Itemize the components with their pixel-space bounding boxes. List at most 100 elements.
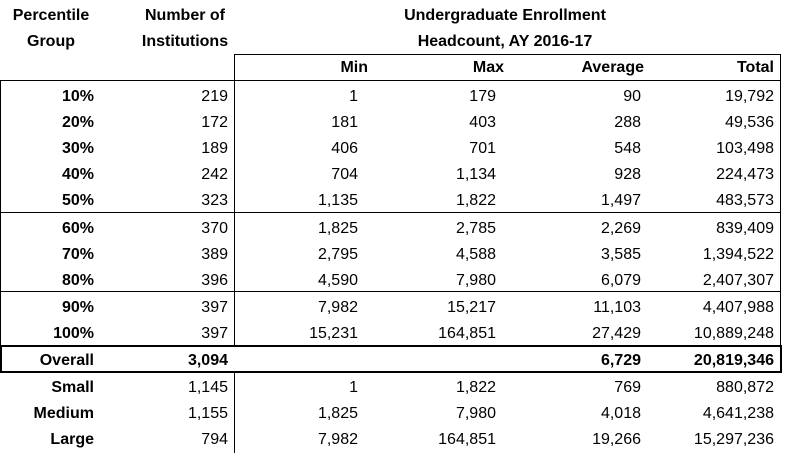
group-divider-50 (0, 212, 781, 213)
cell-average: 6,729 (600, 352, 641, 369)
group-divider-80 (0, 291, 781, 292)
cell-max: 15,217 (447, 299, 496, 316)
cell-min: 4,590 (317, 272, 358, 289)
cell-average: 6,079 (600, 272, 641, 289)
cell-institutions: 219 (201, 88, 228, 105)
cell-total: 49,536 (725, 114, 774, 131)
cell-institutions: 794 (201, 431, 228, 448)
cell-max: 179 (469, 88, 496, 105)
header-percentile-line2: Group (27, 33, 75, 50)
overall-right-rule (780, 345, 782, 372)
cell-total: 839,409 (716, 220, 774, 237)
cell-max: 164,851 (438, 431, 496, 448)
overall-bottom-rule (0, 371, 782, 373)
cell-max: 1,822 (455, 192, 496, 209)
cell-group: 20% (61, 114, 94, 131)
cell-group: 70% (61, 246, 94, 263)
header-top-rule (234, 54, 781, 55)
cell-min: 7,982 (317, 431, 358, 448)
cell-min: 1,825 (317, 405, 358, 422)
cell-max: 164,851 (438, 325, 496, 342)
cell-max: 4,588 (455, 246, 496, 263)
cell-institutions: 397 (201, 299, 228, 316)
cell-total: 880,872 (716, 379, 774, 396)
cell-institutions: 389 (201, 246, 228, 263)
cell-min: 1,135 (317, 192, 358, 209)
header-enrollment-line1: Undergraduate Enrollment (404, 7, 606, 24)
cell-min: 704 (331, 166, 358, 183)
cell-average: 288 (614, 114, 641, 131)
cell-total: 103,498 (716, 140, 774, 157)
cell-max: 1,822 (455, 379, 496, 396)
cell-total: 10,889,248 (693, 325, 774, 342)
cell-average: 3,585 (600, 246, 641, 263)
cell-total: 1,394,522 (702, 246, 774, 263)
cell-min: 406 (331, 140, 358, 157)
cell-average: 769 (614, 379, 641, 396)
cell-institutions: 1,145 (187, 379, 228, 396)
cell-max: 2,785 (455, 220, 496, 237)
cell-group: Small (51, 379, 94, 396)
cell-min: 1,825 (317, 220, 358, 237)
cell-group: 50% (61, 192, 94, 209)
cell-total: 15,297,236 (693, 431, 774, 448)
cell-group: 100% (53, 325, 94, 342)
cell-total: 4,641,238 (702, 405, 774, 422)
cell-group: 30% (61, 140, 94, 157)
cell-max: 701 (469, 140, 496, 157)
header-bottom-rule (0, 80, 781, 81)
cell-group: 60% (61, 220, 94, 237)
overall-top-rule (0, 345, 781, 347)
cell-total: 19,792 (725, 88, 774, 105)
left-vertical-rule-upper (234, 54, 235, 346)
cell-max: 1,134 (455, 166, 496, 183)
cell-average: 27,429 (592, 325, 641, 342)
cell-group: 80% (61, 272, 94, 289)
header-average: Average (581, 59, 644, 76)
cell-institutions: 172 (201, 114, 228, 131)
cell-institutions: 1,155 (187, 405, 228, 422)
header-institutions-line1: Number of (145, 7, 225, 24)
cell-institutions: 397 (201, 325, 228, 342)
cell-average: 4,018 (600, 405, 641, 422)
cell-institutions: 3,094 (187, 352, 228, 369)
cell-max: 403 (469, 114, 496, 131)
cell-total: 483,573 (716, 192, 774, 209)
cell-total: 20,819,346 (693, 352, 774, 369)
cell-min: 1 (349, 88, 358, 105)
cell-average: 928 (614, 166, 641, 183)
cell-group: Overall (39, 352, 94, 369)
cell-max: 7,980 (455, 272, 496, 289)
left-vertical-rule-lower (234, 372, 235, 453)
cell-average: 90 (623, 88, 641, 105)
cell-group: 10% (61, 88, 94, 105)
cell-institutions: 396 (201, 272, 228, 289)
cell-institutions: 189 (201, 140, 228, 157)
cell-institutions: 370 (201, 220, 228, 237)
cell-average: 19,266 (592, 431, 641, 448)
cell-group: 40% (61, 166, 94, 183)
cell-max: 7,980 (455, 405, 496, 422)
cell-group: Medium (33, 405, 94, 422)
header-percentile-line1: Percentile (12, 7, 90, 24)
cell-average: 11,103 (593, 299, 641, 316)
cell-min: 2,795 (317, 246, 358, 263)
cell-min: 1 (349, 379, 358, 396)
cell-min: 181 (331, 114, 358, 131)
cell-group: Large (50, 431, 94, 448)
cell-average: 548 (614, 140, 641, 157)
header-total: Total (736, 59, 774, 76)
header-institutions-line2: Institutions (141, 33, 229, 50)
cell-min: 15,231 (309, 325, 358, 342)
right-vertical-rule-upper (780, 54, 781, 346)
cell-average: 2,269 (600, 220, 641, 237)
cell-min: 7,982 (317, 299, 358, 316)
cell-total: 2,407,307 (702, 272, 774, 289)
header-max: Max (472, 59, 504, 76)
header-min: Min (340, 59, 368, 76)
overall-left-rule (0, 345, 2, 372)
cell-institutions: 242 (201, 166, 228, 183)
cell-total: 4,407,988 (702, 299, 774, 316)
cell-group: 90% (61, 299, 94, 316)
cell-average: 1,497 (600, 192, 641, 209)
